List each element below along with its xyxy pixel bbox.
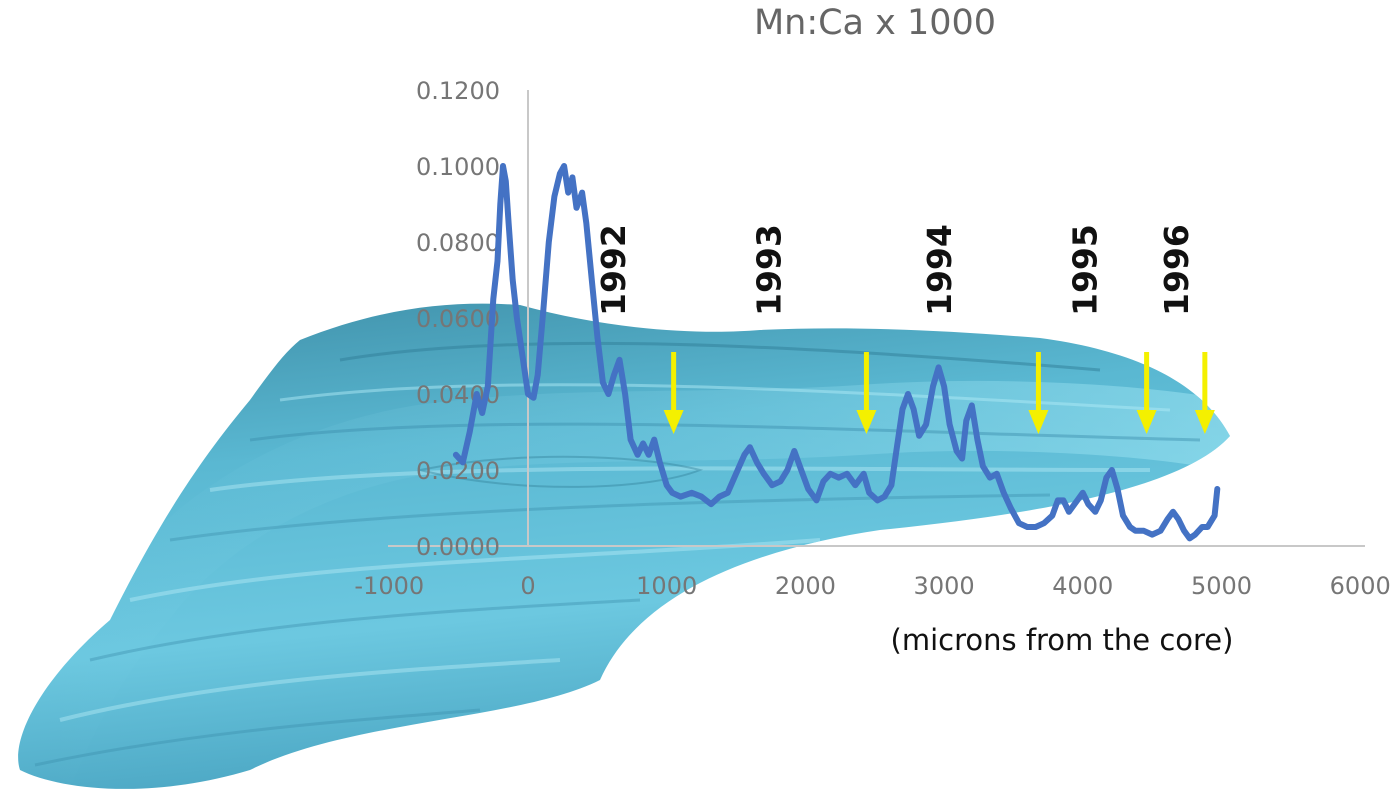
year-label: 1993	[749, 224, 788, 316]
year-label: 1996	[1157, 224, 1196, 316]
series-layer	[452, 163, 1221, 542]
x-tick-label: -1000	[354, 572, 424, 600]
x-axis-label: (microns from the core)	[891, 623, 1234, 657]
arrow-head	[1194, 410, 1215, 434]
year-label: 1995	[1066, 224, 1105, 316]
chart-title: Mn:Ca x 1000	[754, 3, 996, 43]
arrow-head	[1028, 410, 1049, 434]
series-line	[452, 163, 1221, 542]
y-tick-label: 0.1200	[416, 77, 500, 105]
annotation-years: 1992 1993 1994 1995 1996	[594, 224, 1196, 316]
x-tick-label: 6000	[1330, 572, 1391, 600]
y-tick-label: 0.0000	[416, 533, 500, 561]
x-tick-label: 2000	[775, 572, 836, 600]
x-tick-label: 0	[520, 572, 535, 600]
year-marker-arrow	[856, 352, 877, 434]
x-axis-ticks: -1000 0 1000 2000 3000 4000 5000 6000	[354, 572, 1390, 600]
arrow-head	[856, 410, 877, 434]
year-marker-arrow	[1194, 352, 1215, 434]
x-tick-label: 1000	[636, 572, 697, 600]
x-tick-label: 5000	[1191, 572, 1252, 600]
year-marker-arrow	[1028, 352, 1049, 434]
arrow-head	[663, 410, 684, 434]
y-tick-label: 0.0800	[416, 229, 500, 257]
arrow-head	[1136, 410, 1157, 434]
year-label: 1992	[594, 224, 633, 316]
annotation-arrows	[663, 352, 1215, 434]
year-marker-arrow	[663, 352, 684, 434]
y-tick-label: 0.1000	[416, 153, 500, 181]
x-tick-label: 3000	[914, 572, 975, 600]
year-marker-arrow	[1136, 352, 1157, 434]
y-tick-label: 0.0600	[416, 305, 500, 333]
y-tick-label: 0.0200	[416, 457, 500, 485]
x-tick-label: 4000	[1052, 572, 1113, 600]
year-label: 1994	[920, 224, 959, 316]
chart-axes	[388, 90, 1365, 547]
